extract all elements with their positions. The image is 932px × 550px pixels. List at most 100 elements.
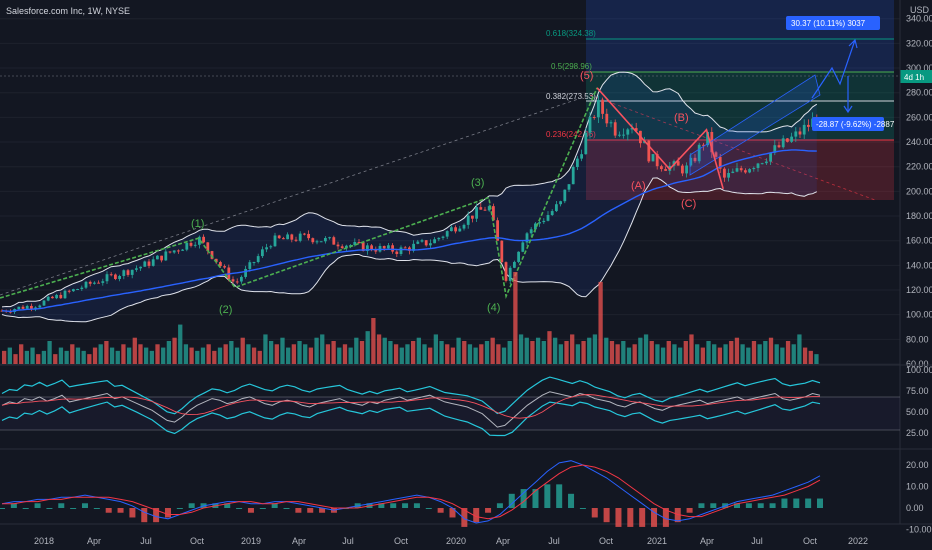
volume-bar xyxy=(484,341,490,364)
volume-bar xyxy=(677,347,683,364)
volume-bar xyxy=(115,350,120,364)
volume-bar xyxy=(47,341,52,364)
macd-histogram-bar xyxy=(70,508,77,509)
rsi-upper-band xyxy=(1,376,821,415)
volume-bar xyxy=(757,344,762,364)
macd-histogram-bar xyxy=(10,503,17,508)
candle-body xyxy=(399,247,403,254)
bollinger-lower xyxy=(1,177,818,323)
macd-histogram-bar xyxy=(757,503,764,508)
volume-bar xyxy=(518,334,524,364)
volume-bar xyxy=(575,344,581,364)
volume-bar xyxy=(814,354,819,364)
rising-channel[interactable] xyxy=(689,74,821,176)
volume-bar xyxy=(768,337,774,364)
candle-body xyxy=(466,215,470,225)
volume-bar xyxy=(751,341,757,364)
rsi-line xyxy=(1,391,821,428)
candle-body xyxy=(30,305,33,309)
price-axis: 340.00 320.00 300.00 280.00 260.00 240.00 220.… xyxy=(906,14,932,369)
candle-body xyxy=(529,229,533,234)
price-tick-label: 320.00 xyxy=(906,38,932,48)
candle-body xyxy=(429,243,432,246)
volume-bar xyxy=(763,341,768,364)
wave-label-3: (3) xyxy=(471,177,484,189)
volume-bar xyxy=(780,347,785,364)
arrow-down-icon xyxy=(843,105,853,114)
macd-histogram-bar xyxy=(615,508,622,527)
short-target-text: -28.87 (-9.62%) -2887 xyxy=(816,120,895,129)
volume-bar xyxy=(342,344,348,364)
volume-bar xyxy=(655,344,660,364)
macd-histogram-bar xyxy=(307,508,314,513)
candle-body xyxy=(555,204,558,212)
candle-body xyxy=(265,247,268,250)
candle-body xyxy=(748,169,751,173)
candle-body xyxy=(59,294,63,299)
volume-bar xyxy=(660,347,666,364)
volume-bar xyxy=(58,347,64,364)
elliott-wave-correction[interactable] xyxy=(596,87,724,190)
volume-bar xyxy=(729,341,734,364)
volume-bar xyxy=(166,341,172,364)
candle-body xyxy=(177,250,180,252)
time-tick-label: Oct xyxy=(803,536,818,546)
volume-bar xyxy=(604,337,609,364)
candle-body xyxy=(786,138,789,142)
candle-body xyxy=(189,242,193,246)
macd-histogram-bar xyxy=(105,508,112,513)
elliott-wave-impulse[interactable] xyxy=(0,87,598,299)
projection-path-up[interactable] xyxy=(811,39,856,99)
volume-bar xyxy=(570,334,575,364)
candle-body xyxy=(592,117,596,119)
volume-bar xyxy=(223,344,228,364)
down-trendline[interactable] xyxy=(589,94,876,201)
macd-histogram-bar xyxy=(579,508,586,509)
volume-bar xyxy=(535,337,541,364)
long-trendline[interactable] xyxy=(0,94,591,296)
candle-body xyxy=(252,262,256,264)
candle-body xyxy=(563,189,567,202)
currency-label: USD xyxy=(910,5,930,15)
candle-body xyxy=(546,215,550,221)
candle-body xyxy=(765,161,768,164)
candle-body xyxy=(80,287,84,289)
volume-bars xyxy=(2,272,819,364)
long-position-zone[interactable] xyxy=(586,0,894,72)
volume-bar xyxy=(92,347,98,364)
volume-bar xyxy=(615,344,620,364)
volume-bar xyxy=(411,341,416,364)
candle-body xyxy=(198,236,201,245)
candle-body xyxy=(46,296,50,301)
volume-bar xyxy=(626,347,632,364)
volume-bar xyxy=(98,344,103,364)
short-target-tag[interactable] xyxy=(812,117,884,131)
time-tick-label: 2022 xyxy=(848,536,868,546)
candle-body xyxy=(151,259,155,266)
price-tick-label: 100.00 xyxy=(906,310,932,320)
volume-bar xyxy=(53,354,58,364)
volume-bar xyxy=(308,347,314,364)
price-tick-label: 120.00 xyxy=(906,285,932,295)
time-tick-label: Apr xyxy=(700,536,714,546)
volume-bar xyxy=(314,337,319,364)
price-tick-label: 280.00 xyxy=(906,88,932,98)
volume-bar xyxy=(462,341,467,364)
volume-bar xyxy=(263,334,268,364)
fib-label-0618: 0.618(324.38) xyxy=(546,29,596,38)
price-tick-label: 340.00 xyxy=(906,14,932,24)
long-target-tag[interactable] xyxy=(786,16,880,30)
volume-bar xyxy=(416,337,421,364)
price-tick-label: 140.00 xyxy=(906,260,932,270)
volume-bar xyxy=(138,344,143,364)
candle-body xyxy=(269,246,273,248)
volume-bar xyxy=(246,344,251,364)
macd-histogram-bar xyxy=(793,498,800,508)
volume-bar xyxy=(433,334,439,364)
candle-body xyxy=(462,224,466,229)
volume-bar xyxy=(126,347,132,364)
macd-histogram-bar xyxy=(283,508,290,509)
macd-histogram-bar xyxy=(508,493,515,508)
volume-bar xyxy=(706,341,711,364)
